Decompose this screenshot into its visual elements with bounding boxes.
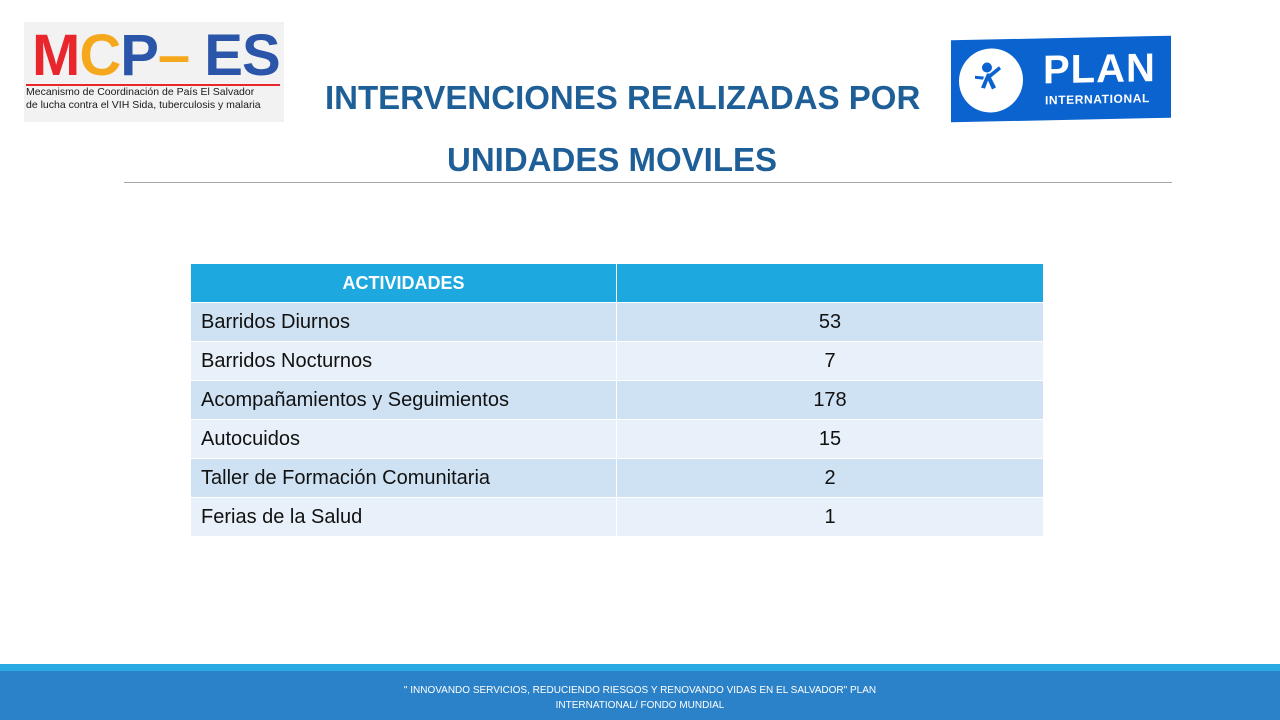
table-row: Autocuidos 15: [190, 419, 1044, 459]
activity-cell: Ferias de la Salud: [190, 497, 617, 537]
activity-cell: Autocuidos: [190, 419, 617, 459]
plan-wordmark: PLAN: [1043, 46, 1156, 93]
title-divider: [124, 182, 1172, 183]
footer-line-2: INTERNATIONAL/ FONDO MUNDIAL: [555, 700, 725, 711]
page-title-line-1: INTERVENCIONES REALIZADAS POR: [325, 79, 921, 116]
mcp-subtitle-line-1: Mecanismo de Coordinación de País El Sal…: [26, 86, 255, 98]
table-header-row: ACTIVIDADES: [190, 263, 1044, 303]
plan-international-logo: PLAN INTERNATIONAL: [951, 35, 1171, 123]
value-cell: 15: [616, 419, 1044, 459]
header-activities: ACTIVIDADES: [190, 263, 617, 303]
header-values: [616, 263, 1044, 303]
activity-cell: Barridos Diurnos: [190, 302, 617, 342]
mcp-logo-subtitle: Mecanismo de Coordinación de País El Sal…: [26, 86, 284, 112]
footer-accent-bar: [0, 664, 1280, 671]
footer-line-1: " INNOVANDO SERVICIOS, REDUCIENDO RIESGO…: [403, 685, 877, 696]
plan-figure-icon: [975, 62, 1001, 90]
value-cell: 1: [616, 497, 1044, 537]
value-cell: 2: [616, 458, 1044, 498]
mcp-letter-c: C: [79, 23, 121, 88]
plan-subtitle: INTERNATIONAL: [1045, 91, 1150, 108]
value-cell: 178: [616, 380, 1044, 420]
table-row: Ferias de la Salud 1: [190, 497, 1044, 537]
mcp-letter-p: P: [120, 23, 159, 88]
footer-bar: [0, 671, 1280, 720]
table-row: Barridos Nocturnos 7: [190, 341, 1044, 381]
activity-cell: Barridos Nocturnos: [190, 341, 617, 381]
activities-table: ACTIVIDADES Barridos Diurnos 53 Barridos…: [190, 263, 1044, 537]
page-title-line-2: UNIDADES MOVILES: [447, 141, 778, 178]
mcp-logo-rule: [26, 84, 280, 86]
footer-text: " INNOVANDO SERVICIOS, REDUCIENDO RIESGO…: [390, 683, 890, 713]
value-cell: 53: [616, 302, 1044, 342]
activity-cell: Taller de Formación Comunitaria: [190, 458, 617, 498]
mcp-es-logo: MCP– ES Mecanismo de Coordinación de Paí…: [24, 22, 284, 122]
mcp-es-wordmark: MCP– ES: [32, 27, 281, 85]
value-cell: 7: [616, 341, 1044, 381]
table-row: Barridos Diurnos 53: [190, 302, 1044, 342]
mcp-letters-es: ES: [189, 23, 280, 88]
table-row: Acompañamientos y Seguimientos 178: [190, 380, 1044, 420]
mcp-letter-m: M: [32, 23, 80, 88]
activity-cell: Acompañamientos y Seguimientos: [190, 380, 617, 420]
mcp-subtitle-line-2: de lucha contra el VIH Sida, tuberculosi…: [26, 99, 261, 111]
table-row: Taller de Formación Comunitaria 2: [190, 458, 1044, 498]
mcp-dash: –: [157, 23, 190, 88]
